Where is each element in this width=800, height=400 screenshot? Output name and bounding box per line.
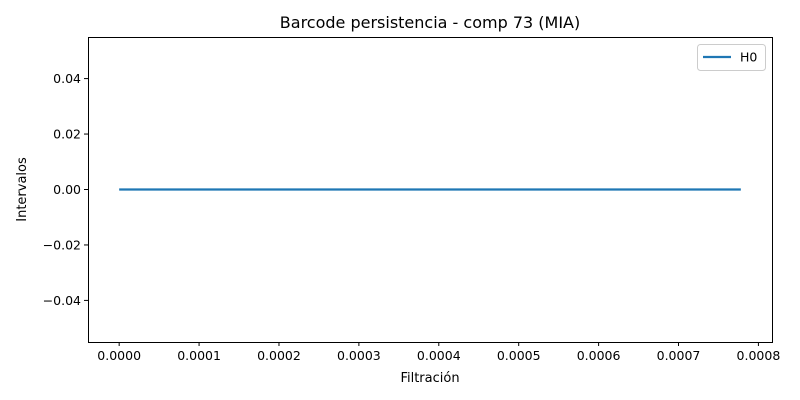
- x-tick-label: 0.0002: [257, 348, 301, 363]
- x-tick-label: 0.0007: [657, 348, 701, 363]
- y-tick-label: −0.04: [43, 293, 81, 308]
- chart-title: Barcode persistencia - comp 73 (MIA): [280, 13, 580, 32]
- plot-frame: [88, 37, 773, 343]
- x-tick-label: 0.0005: [497, 348, 541, 363]
- x-tick-label: 0.0000: [97, 348, 141, 363]
- x-tick-label: 0.0008: [737, 348, 781, 363]
- y-axis-ticks: −0.04 −0.02 0.00 0.02 0.04: [43, 71, 88, 308]
- legend: H0: [697, 44, 766, 71]
- x-tick-label: 0.0006: [577, 348, 621, 363]
- x-axis-label: Filtración: [400, 371, 459, 386]
- y-axis-label: Intervalos: [15, 157, 30, 222]
- legend-box: [697, 44, 766, 71]
- x-tick-label: 0.0004: [417, 348, 461, 363]
- y-tick-label: 0.02: [53, 127, 81, 142]
- y-tick-label: 0.00: [53, 182, 81, 197]
- y-tick-label: 0.04: [53, 71, 81, 86]
- x-tick-label: 0.0001: [177, 348, 221, 363]
- legend-label: H0: [740, 50, 757, 65]
- x-axis-ticks: 0.0000 0.0001 0.0002 0.0003 0.0004 0.0005 0.00…: [97, 342, 780, 363]
- x-tick-label: 0.0003: [337, 348, 381, 363]
- y-tick-label: −0.02: [43, 237, 81, 252]
